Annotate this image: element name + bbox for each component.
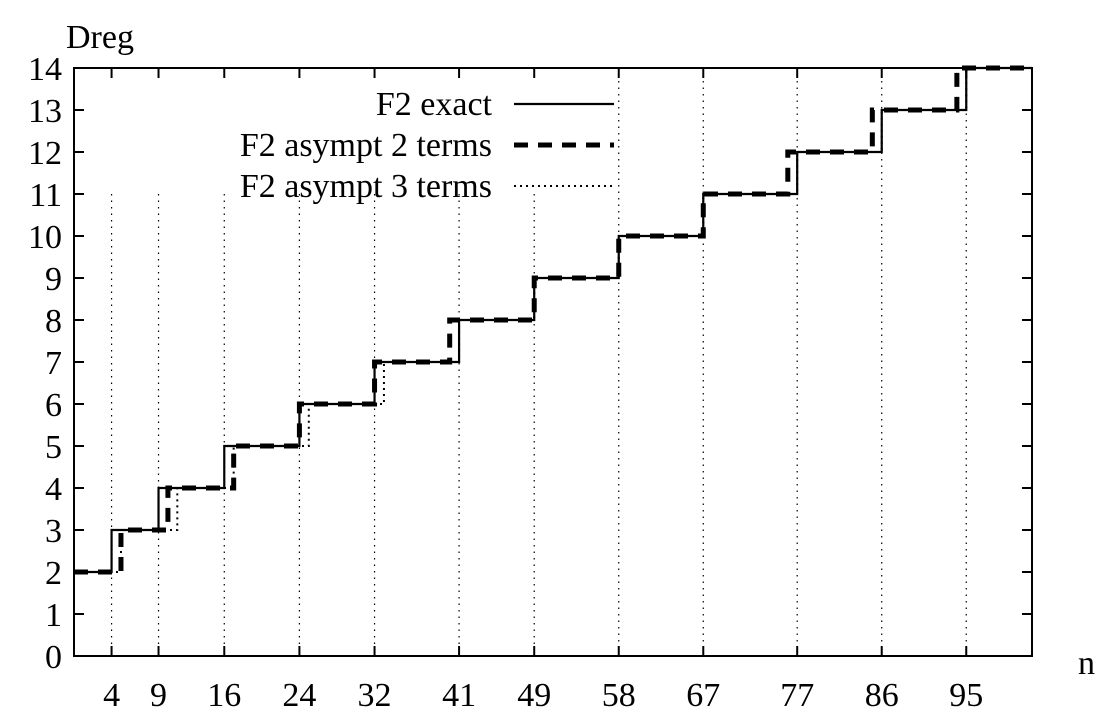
y-tick-label: 13: [28, 93, 62, 130]
x-tick-label: 58: [602, 677, 636, 714]
y-tick-label: 7: [45, 345, 62, 382]
x-axis-title: n: [1078, 645, 1095, 682]
x-tick-label: 95: [949, 677, 983, 714]
y-tick-label: 2: [45, 555, 62, 592]
plot-frame: [73, 67, 1033, 657]
series-line-dashed: [74, 65, 1032, 575]
y-tick-label: 5: [45, 429, 62, 466]
y-tick-label: 8: [45, 303, 62, 340]
x-tick-label: 9: [150, 677, 167, 714]
grid-lines: [110, 68, 967, 656]
series-line-dotted: [74, 67, 1032, 573]
y-axis-title: Dreg: [66, 19, 134, 56]
legend: F2 exact F2 asympt 2 terms F2 asympt 3 ter…: [240, 86, 614, 205]
y-tick-label: 14: [28, 51, 62, 88]
y-tick-label: 0: [45, 639, 62, 676]
y-tick-label: 11: [29, 177, 62, 214]
axis-ticks: 4 9 16 24 32 41 49 58 67 77 86 95012345678910111213…: [28, 51, 1032, 714]
y-tick-label: 4: [45, 471, 62, 508]
y-tick-label: 10: [28, 219, 62, 256]
y-tick-label: 12: [28, 135, 62, 172]
series-line-solid: [74, 66, 1032, 574]
y-tick-label: 9: [45, 261, 62, 298]
x-tick-label: 67: [686, 677, 720, 714]
x-tick-label: 4: [103, 677, 120, 714]
x-tick-label: 24: [282, 677, 316, 714]
x-tick-label: 16: [207, 677, 241, 714]
y-tick-label: 6: [45, 387, 62, 424]
y-tick-label: 3: [45, 513, 62, 550]
legend-label: F2 asympt 3 terms: [240, 168, 492, 205]
x-tick-label: 41: [442, 677, 476, 714]
series-lines: [74, 65, 1032, 575]
x-tick-label: 49: [517, 677, 551, 714]
x-tick-label: 77: [780, 677, 814, 714]
x-tick-label: 86: [865, 677, 899, 714]
y-tick-label: 1: [45, 597, 62, 634]
legend-label: F2 asympt 2 terms: [240, 127, 492, 164]
x-tick-label: 32: [358, 677, 392, 714]
legend-label: F2 exact: [376, 86, 493, 123]
